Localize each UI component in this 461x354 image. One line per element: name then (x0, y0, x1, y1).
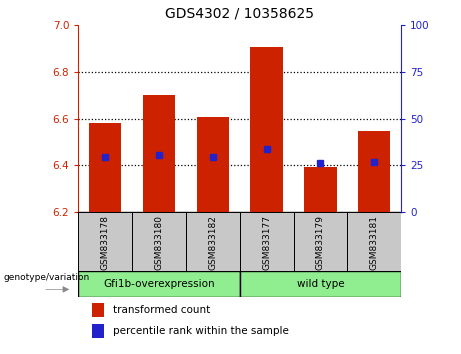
Bar (358, 131, 390, 212)
Text: GSM833180: GSM833180 (154, 215, 164, 270)
Text: percentile rank within the sample: percentile rank within the sample (113, 326, 289, 336)
Text: Gfi1b-overexpression: Gfi1b-overexpression (103, 279, 215, 289)
Text: transformed count: transformed count (113, 305, 210, 315)
Bar (240, 212, 294, 271)
Bar (143, 95, 175, 212)
Bar (89, 123, 121, 212)
Text: GSM833182: GSM833182 (208, 215, 217, 270)
Bar (250, 47, 283, 212)
Bar (240, 271, 401, 297)
Bar (78, 271, 240, 297)
Bar (78, 212, 132, 271)
Text: genotype/variation: genotype/variation (4, 273, 90, 282)
Bar (92, 303, 104, 317)
Bar (92, 324, 104, 338)
Bar (132, 212, 186, 271)
Bar (197, 118, 229, 212)
Text: GSM833178: GSM833178 (101, 215, 110, 270)
Bar (294, 212, 347, 271)
Bar (347, 212, 401, 271)
Text: GSM833177: GSM833177 (262, 215, 271, 270)
Text: GSM833181: GSM833181 (370, 215, 378, 270)
Bar (304, 167, 337, 212)
Bar (186, 212, 240, 271)
Text: wild type: wild type (296, 279, 344, 289)
Title: GDS4302 / 10358625: GDS4302 / 10358625 (165, 7, 314, 21)
Text: GSM833179: GSM833179 (316, 215, 325, 270)
